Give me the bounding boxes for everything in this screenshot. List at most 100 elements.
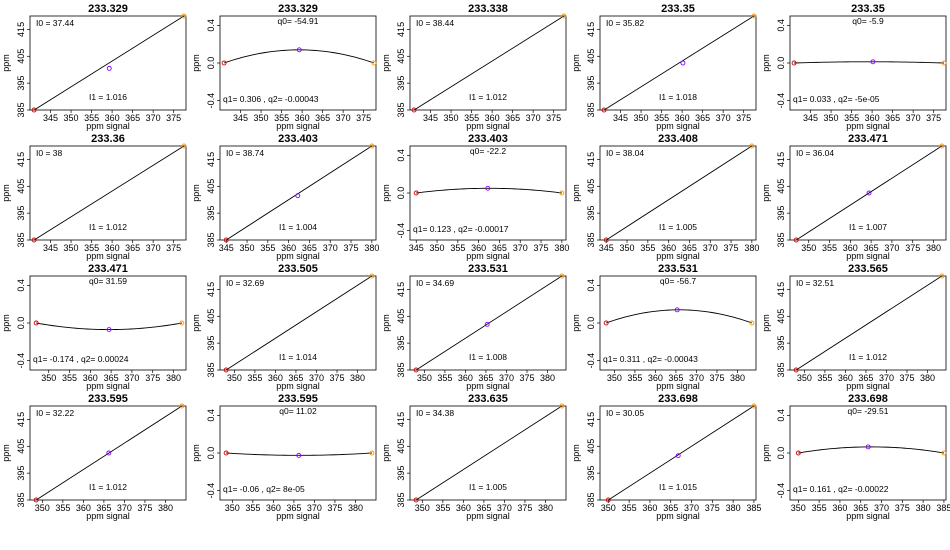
x-tick-label: 375 — [546, 113, 561, 123]
y-axis-label: ppm — [191, 444, 201, 462]
panel-title: 233.595 — [278, 393, 318, 405]
annotation-text: I0 = 30.05 — [606, 408, 644, 418]
annotation-text: q0= -29.51 — [848, 406, 889, 416]
x-tick-label: 375 — [736, 113, 751, 123]
x-tick-label: 370 — [323, 243, 338, 253]
y-tick-label: 405 — [16, 49, 26, 64]
y-tick-label: 395 — [396, 76, 406, 91]
x-tick-label: 350 — [35, 503, 50, 513]
y-tick-label: 385 — [776, 232, 786, 247]
y-tick-label: 415 — [16, 22, 26, 37]
panel-title: 233.403 — [278, 133, 318, 145]
annotation-text: I0 = 36.04 — [796, 148, 834, 158]
x-tick-label: 375 — [327, 503, 342, 513]
plot-frame — [789, 145, 947, 241]
y-tick-label: 0.0 — [206, 447, 216, 460]
y-tick-label: 395 — [586, 466, 596, 481]
y-tick-label: 405 — [396, 309, 406, 324]
x-tick-label: 350 — [64, 113, 79, 123]
y-tick-label: 395 — [206, 336, 216, 351]
x-tick-label: 360 — [456, 503, 471, 513]
x-axis-label: ppm signal — [656, 381, 700, 391]
y-tick-label: 385 — [586, 492, 596, 507]
data-point — [941, 450, 947, 456]
y-axis-label: ppm — [571, 444, 581, 462]
annotation-text: I1 = 1.014 — [279, 352, 317, 362]
x-tick-label: 380 — [554, 243, 569, 253]
panel-title: 233.403 — [468, 133, 508, 145]
y-axis-label: ppm — [571, 314, 581, 332]
panel-title: 233.35 — [661, 3, 695, 15]
y-axis-label: ppm — [571, 54, 581, 72]
data-point — [675, 453, 681, 459]
y-axis-label: ppm — [1, 314, 11, 332]
y-tick-label: 395 — [396, 336, 406, 351]
y-tick-label: 415 — [586, 22, 596, 37]
y-tick-label: 405 — [586, 49, 596, 64]
chart-panel-15: 233.565 350 355 360 365 370 375 380 ppm signal 38… — [761, 263, 947, 391]
y-tick-label: 415 — [776, 282, 786, 297]
y-tick-label: 385 — [396, 492, 406, 507]
y-tick-label: 405 — [396, 439, 406, 454]
fit-line — [603, 15, 755, 111]
y-tick-label: 405 — [206, 179, 216, 194]
chart-panel-2: 233.329 345 350 355 360 365 370 375 ppm signal -0… — [191, 3, 377, 131]
chart-panel-17: 233.595 350 355 360 365 370 375 380 ppm signal -0… — [191, 393, 377, 521]
x-tick-label: 360 — [281, 243, 296, 253]
data-point — [295, 193, 301, 199]
chart-panel-7: 233.403 345 350 355 360 365 370 375 380 ppm signa… — [191, 133, 379, 261]
x-tick-label: 385 — [936, 503, 950, 513]
annotation-text: I0 = 37.44 — [36, 18, 74, 28]
x-tick-label: 355 — [55, 503, 70, 513]
panel-title: 233.408 — [658, 133, 698, 145]
data-point — [485, 185, 491, 191]
annotation-text: I1 = 1.016 — [89, 92, 127, 102]
data-point — [680, 60, 686, 66]
chart-panel-16: 233.595 350 355 360 365 370 375 380 ppm signal 38… — [1, 393, 187, 521]
fit-curve — [606, 309, 753, 324]
y-tick-label: 385 — [396, 102, 406, 117]
data-point — [749, 320, 755, 326]
y-tick-label: -0.4 — [776, 483, 786, 499]
y-tick-label: 0.4 — [776, 409, 786, 422]
x-tick-label: 360 — [76, 503, 91, 513]
fit-curve — [36, 322, 182, 331]
x-axis-label: ppm signal — [656, 251, 700, 261]
x-axis-label: ppm signal — [846, 121, 890, 131]
x-tick-label: 360 — [471, 243, 486, 253]
x-tick-label: 375 — [895, 503, 910, 513]
x-tick-label: 355 — [844, 113, 859, 123]
x-tick-label: 350 — [254, 113, 269, 123]
x-tick-label: 345 — [599, 243, 614, 253]
x-axis-label: ppm signal — [846, 381, 890, 391]
y-axis-label: ppm — [381, 184, 391, 202]
y-tick-label: 405 — [776, 309, 786, 324]
y-tick-label: 405 — [206, 309, 216, 324]
data-point — [181, 143, 187, 149]
x-tick-label: 375 — [519, 373, 534, 383]
x-tick-label: 370 — [499, 373, 514, 383]
annotation-text: I1 = 1.007 — [849, 222, 887, 232]
x-tick-label: 350 — [801, 243, 816, 253]
x-tick-label: 375 — [517, 503, 532, 513]
x-tick-label: 350 — [824, 113, 839, 123]
data-point — [413, 367, 419, 373]
x-tick-label: 365 — [695, 113, 710, 123]
fit-line — [225, 145, 373, 241]
data-point — [559, 403, 565, 409]
annotation-text: I0 = 38 — [36, 148, 63, 158]
data-point — [793, 237, 799, 243]
y-tick-label: 395 — [396, 466, 406, 481]
plot-frame — [409, 405, 567, 501]
y-tick-label: 395 — [16, 466, 26, 481]
x-tick-label: 380 — [726, 503, 741, 513]
data-point — [751, 403, 757, 409]
data-point — [106, 450, 112, 456]
y-tick-label: 0.0 — [776, 57, 786, 70]
y-axis-label: ppm — [1, 54, 11, 72]
data-point — [181, 13, 187, 19]
x-axis-label: ppm signal — [86, 121, 130, 131]
x-tick-label: 350 — [797, 373, 812, 383]
x-tick-label: 365 — [885, 113, 900, 123]
y-tick-label: 385 — [16, 492, 26, 507]
